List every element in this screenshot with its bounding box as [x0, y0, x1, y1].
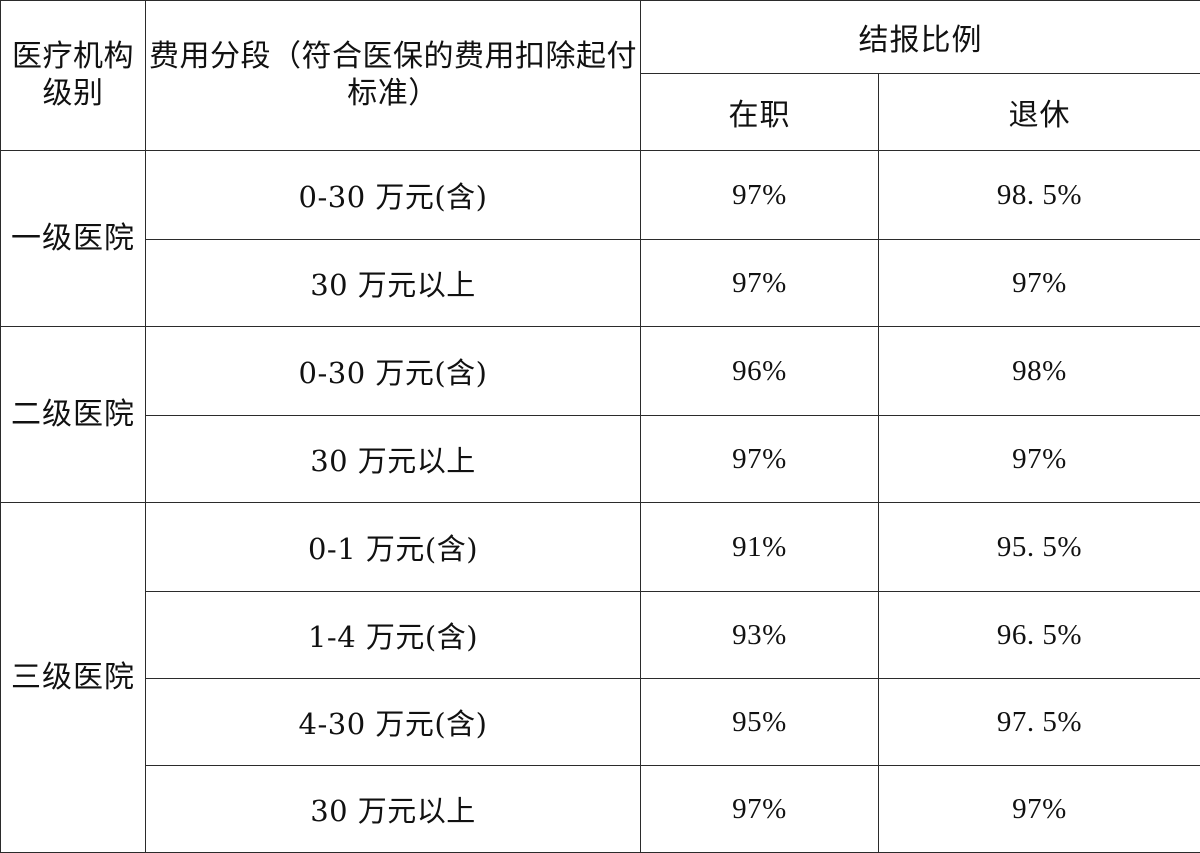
- retired-ratio-cell: 98%: [879, 327, 1200, 416]
- table-row: 4-30 万元(含) 95% 97. 5%: [1, 679, 1200, 766]
- active-ratio-cell: 96%: [641, 327, 879, 416]
- level-cell-tier1: 一级医院: [1, 151, 146, 327]
- bracket-cell: 4-30 万元(含): [146, 679, 641, 766]
- table-row: 一级医院 0-30 万元(含) 97% 98. 5%: [1, 151, 1200, 240]
- table-row: 30 万元以上 97% 97%: [1, 240, 1200, 327]
- retired-ratio-cell: 97%: [879, 766, 1200, 853]
- bracket-cell: 0-30 万元(含): [146, 327, 641, 416]
- retired-ratio-cell: 97%: [879, 240, 1200, 327]
- header-retired-employee: 退休: [879, 74, 1200, 151]
- header-row-primary: 医疗机构级别 费用分段（符合医保的费用扣除起付标准） 结报比例: [1, 1, 1200, 74]
- active-ratio-cell: 97%: [641, 416, 879, 503]
- bracket-cell: 30 万元以上: [146, 766, 641, 853]
- table-row: 30 万元以上 97% 97%: [1, 416, 1200, 503]
- bracket-cell: 30 万元以上: [146, 416, 641, 503]
- bracket-cell: 0-1 万元(含): [146, 503, 641, 592]
- header-reimbursement-ratio: 结报比例: [641, 1, 1200, 74]
- header-active-employee: 在职: [641, 74, 879, 151]
- table-row: 三级医院 0-1 万元(含) 91% 95. 5%: [1, 503, 1200, 592]
- bracket-cell: 1-4 万元(含): [146, 592, 641, 679]
- retired-ratio-cell: 95. 5%: [879, 503, 1200, 592]
- header-institution-level: 医疗机构级别: [1, 1, 146, 151]
- active-ratio-cell: 91%: [641, 503, 879, 592]
- table-row: 1-4 万元(含) 93% 96. 5%: [1, 592, 1200, 679]
- table-row: 30 万元以上 97% 97%: [1, 766, 1200, 853]
- active-ratio-cell: 97%: [641, 240, 879, 327]
- retired-ratio-cell: 97%: [879, 416, 1200, 503]
- level-cell-tier2: 二级医院: [1, 327, 146, 503]
- retired-ratio-cell: 96. 5%: [879, 592, 1200, 679]
- bracket-cell: 30 万元以上: [146, 240, 641, 327]
- level-cell-tier3: 三级医院: [1, 503, 146, 853]
- table-body: 一级医院 0-30 万元(含) 97% 98. 5% 30 万元以上 97% 9…: [1, 151, 1200, 853]
- active-ratio-cell: 95%: [641, 679, 879, 766]
- bracket-cell: 0-30 万元(含): [146, 151, 641, 240]
- table-header: 医疗机构级别 费用分段（符合医保的费用扣除起付标准） 结报比例 在职 退休: [1, 1, 1200, 151]
- active-ratio-cell: 93%: [641, 592, 879, 679]
- header-cost-bracket: 费用分段（符合医保的费用扣除起付标准）: [146, 1, 641, 151]
- retired-ratio-cell: 98. 5%: [879, 151, 1200, 240]
- table-row: 二级医院 0-30 万元(含) 96% 98%: [1, 327, 1200, 416]
- retired-ratio-cell: 97. 5%: [879, 679, 1200, 766]
- active-ratio-cell: 97%: [641, 151, 879, 240]
- active-ratio-cell: 97%: [641, 766, 879, 853]
